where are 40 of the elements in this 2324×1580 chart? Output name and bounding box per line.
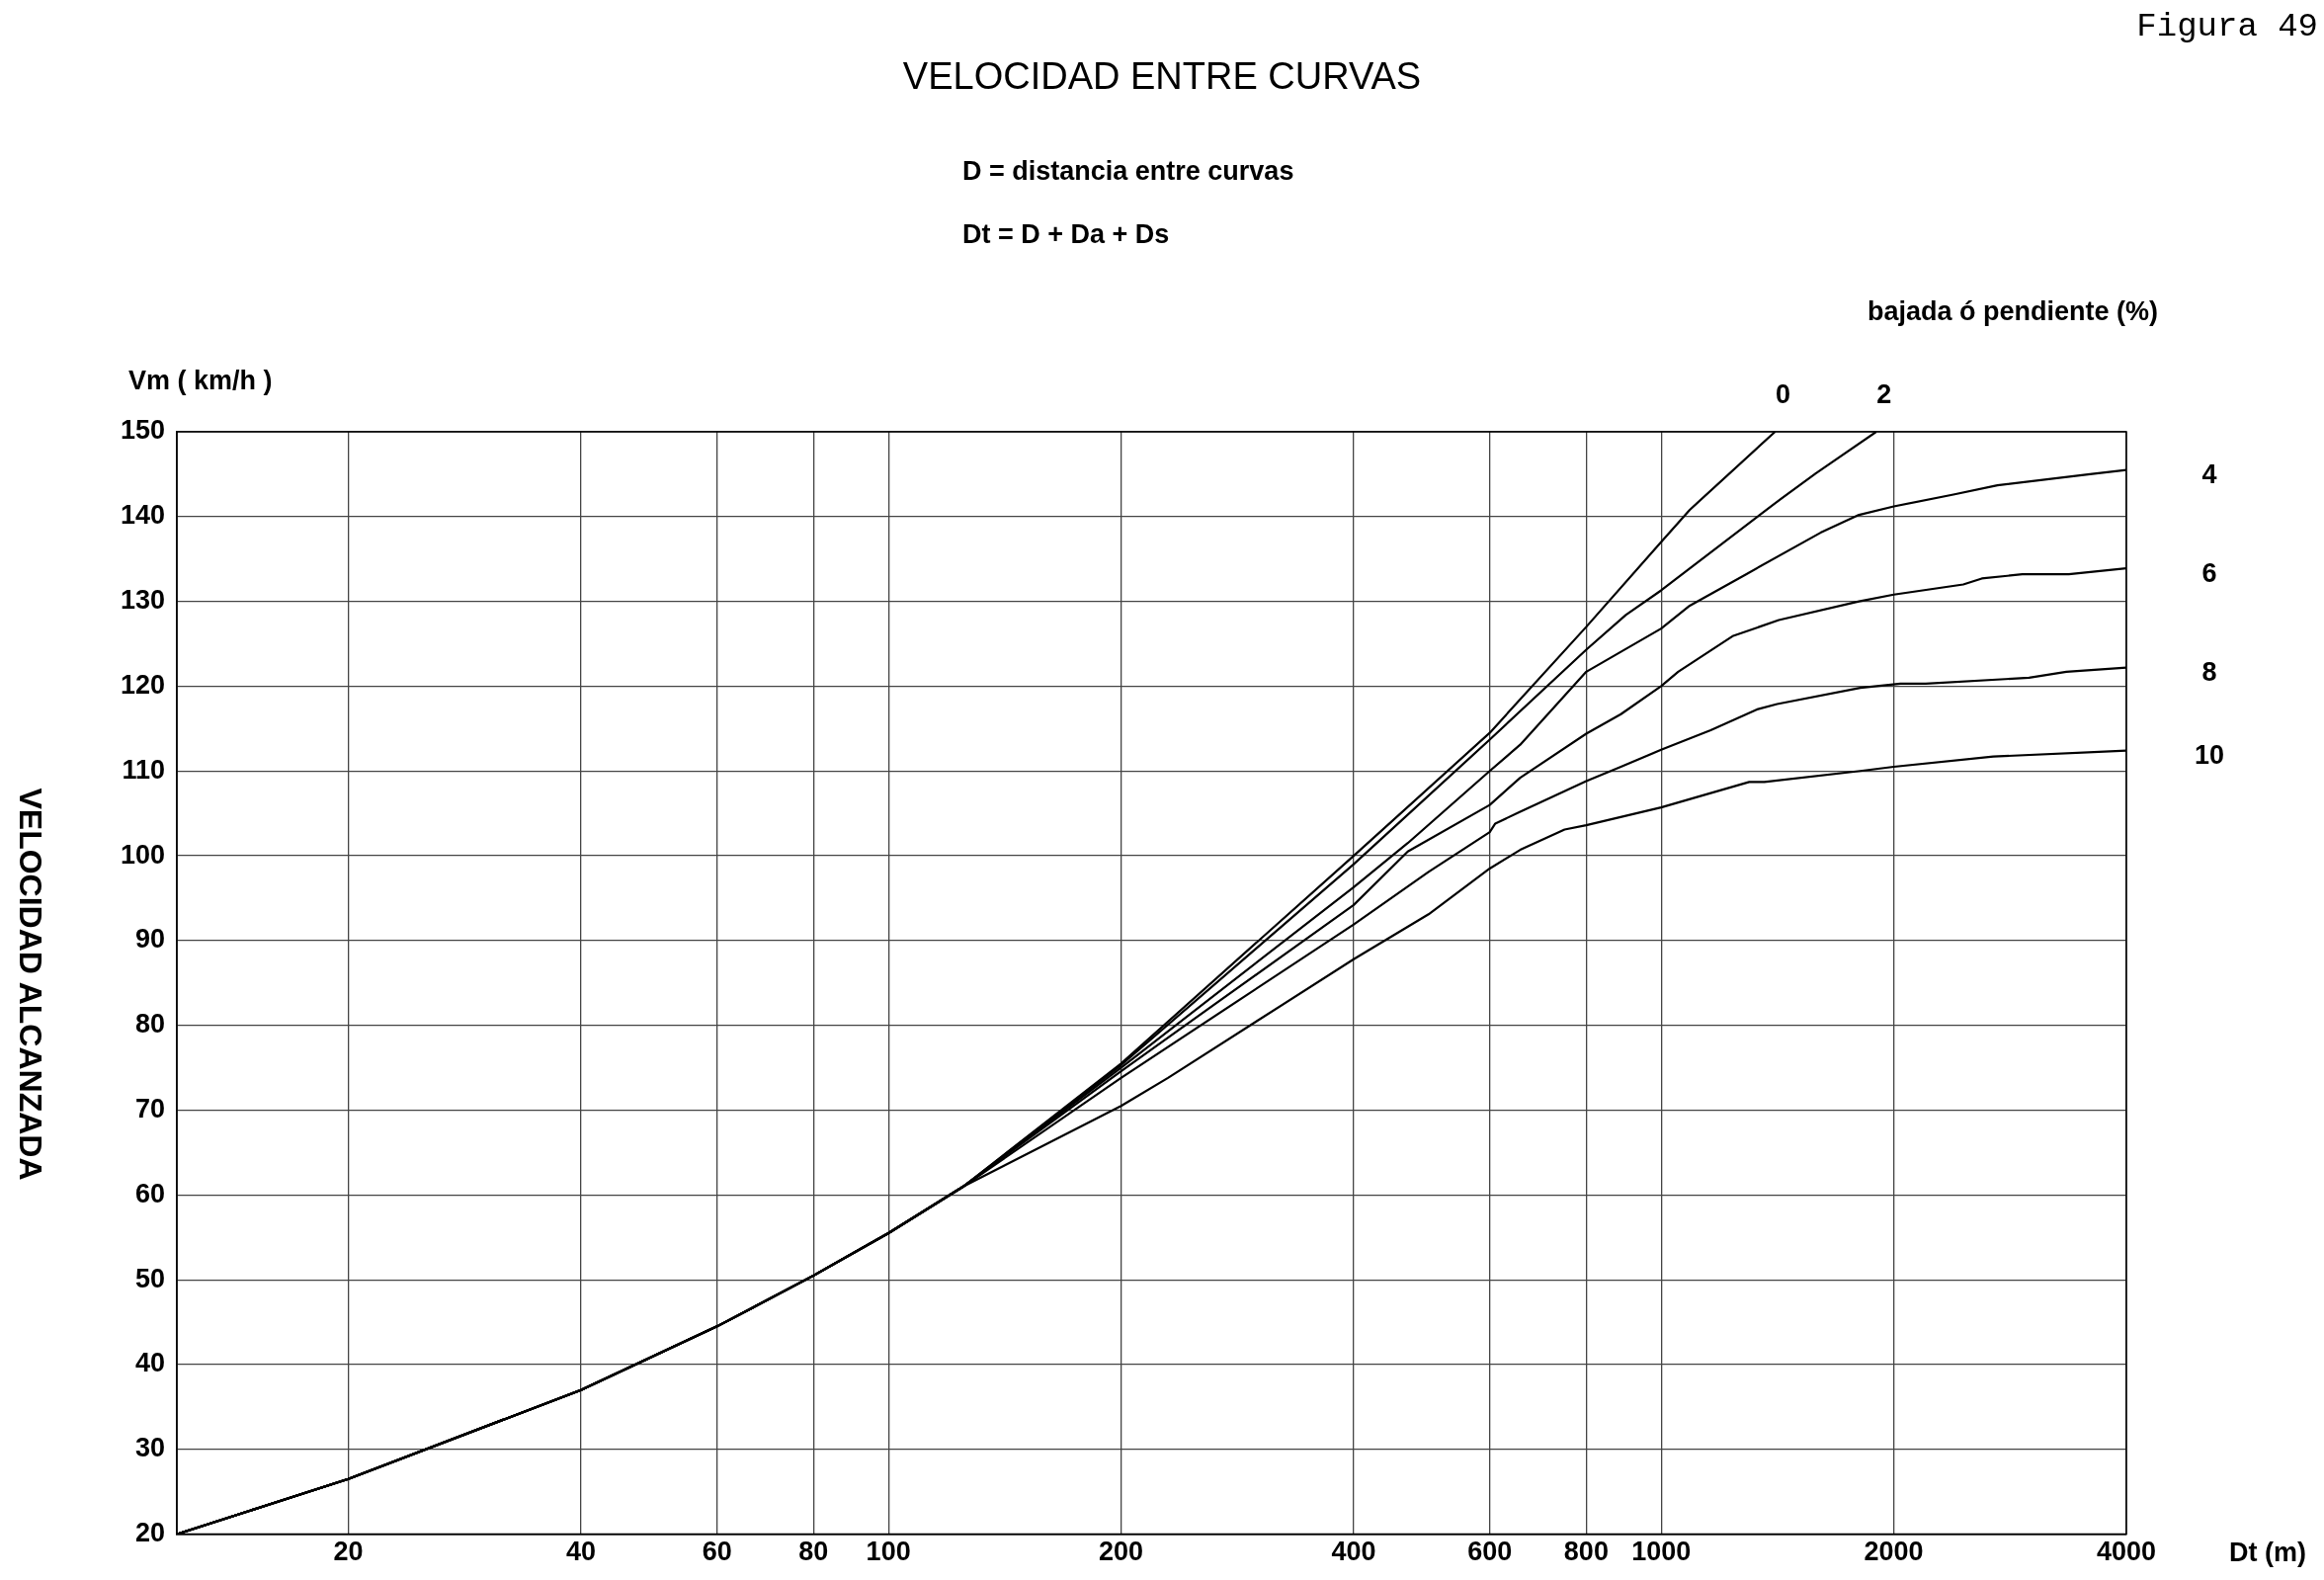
text: D = distancia entre curvas [962, 156, 1294, 187]
series-label: 0 [1775, 379, 1790, 410]
y-tick-label: 100 [120, 839, 166, 870]
y-tick-label: 20 [135, 1518, 166, 1548]
y-axis-title: VELOCIDAD ALCANZADA [11, 788, 48, 1181]
x-tick-label: 800 [1563, 1537, 1609, 1567]
x-tick-label: 600 [1467, 1537, 1513, 1567]
text: Dt = D + Da + Ds [962, 219, 1170, 250]
y-tick-label: 30 [135, 1433, 166, 1463]
x-tick-label: 400 [1331, 1537, 1376, 1567]
y-tick-label: 150 [120, 415, 166, 446]
y-tick-label: 130 [120, 585, 166, 616]
y-tick-label: 60 [135, 1178, 166, 1208]
legend-title: bajada ó pendiente (%) [1867, 296, 2158, 327]
x-tick-label: 4000 [2096, 1537, 2157, 1567]
y-tick-label: 110 [122, 754, 166, 785]
text: 4 [2201, 459, 2217, 490]
y-tick-label: 90 [135, 924, 166, 955]
y-tick-label: 50 [135, 1263, 166, 1293]
x-axis-title: Dt (m) [2229, 1538, 2306, 1568]
y-tick-label: 140 [120, 500, 166, 531]
y-tick-label: 70 [135, 1093, 166, 1123]
x-tick-label: 20 [333, 1537, 364, 1567]
series-label: 2 [1876, 379, 1892, 410]
text: Vm ( km/h ) [128, 366, 273, 396]
x-tick-label: 2000 [1864, 1537, 1924, 1567]
y-tick-label: 120 [120, 669, 166, 700]
x-tick-label: 200 [1099, 1537, 1144, 1567]
text: 10 [2194, 740, 2225, 771]
text: 6 [2201, 557, 2217, 588]
x-tick-label: 1000 [1631, 1537, 1692, 1567]
x-tick-label: 40 [565, 1537, 596, 1567]
chart-title: VELOCIDAD ENTRE CURVAS [902, 55, 1422, 98]
x-tick-label: 80 [798, 1537, 829, 1567]
x-tick-label: 60 [702, 1537, 732, 1567]
x-tick-label: 100 [866, 1537, 911, 1567]
y-tick-label: 40 [135, 1348, 166, 1378]
text: 8 [2201, 657, 2217, 688]
text: Figura 49 [2136, 8, 2318, 45]
y-tick-label: 80 [135, 1009, 166, 1039]
